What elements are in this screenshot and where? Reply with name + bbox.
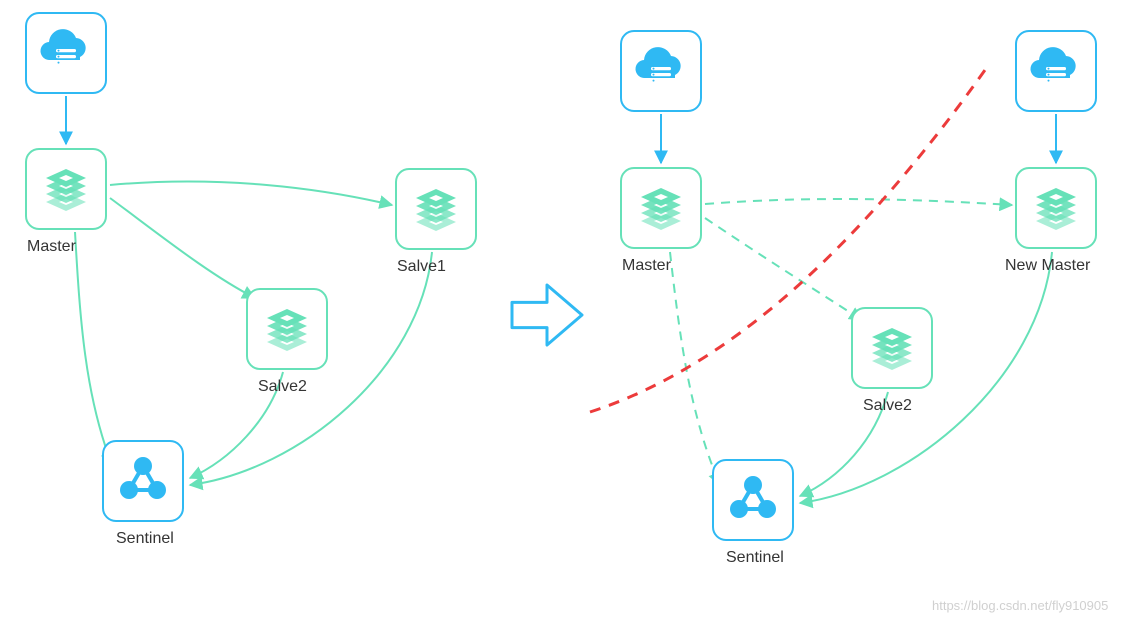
node-r_newmaster	[1015, 167, 1097, 249]
watermark-text: https://blog.csdn.net/fly910905	[932, 598, 1108, 613]
label-l_slave2: Salve2	[258, 378, 307, 396]
node-r_master	[620, 167, 702, 249]
stack-icon	[864, 317, 920, 380]
node-r_sentinel	[712, 459, 794, 541]
edge-r_master-r_sentinel	[670, 252, 720, 485]
transition-arrow-icon	[512, 285, 582, 345]
label-l_master: Master	[27, 238, 76, 256]
stack-icon	[633, 177, 689, 240]
cloud-server-icon	[633, 45, 689, 98]
label-r_sentinel: Sentinel	[726, 549, 784, 567]
edge-l_master-l_sentinel	[75, 232, 112, 465]
cluster-icon	[117, 454, 169, 509]
node-r_cloud1	[620, 30, 702, 112]
node-l_slave1	[395, 168, 477, 250]
edge-r_master-r_newmaster	[705, 199, 1012, 205]
edge-l_master-l_slave1	[110, 182, 392, 205]
label-r_newmaster: New Master	[1005, 257, 1090, 275]
stack-icon	[259, 298, 315, 361]
cloud-server-icon	[38, 27, 94, 80]
label-r_slave2: Salve2	[863, 397, 912, 415]
edge-l_master-l_slave2	[110, 198, 255, 298]
stack-icon	[408, 178, 464, 241]
label-l_slave1: Salve1	[397, 258, 446, 276]
label-l_sentinel: Sentinel	[116, 530, 174, 548]
label-r_master: Master	[622, 257, 671, 275]
stack-icon	[38, 158, 94, 221]
stack-icon	[1028, 177, 1084, 240]
cloud-server-icon	[1028, 45, 1084, 98]
cluster-icon	[727, 473, 779, 528]
node-r_cloud2	[1015, 30, 1097, 112]
diagram-canvas	[0, 0, 1141, 621]
node-l_cloud	[25, 12, 107, 94]
node-l_master	[25, 148, 107, 230]
edge-r_master-r_slave2	[705, 218, 862, 320]
node-l_sentinel	[102, 440, 184, 522]
node-r_slave2	[851, 307, 933, 389]
node-l_slave2	[246, 288, 328, 370]
